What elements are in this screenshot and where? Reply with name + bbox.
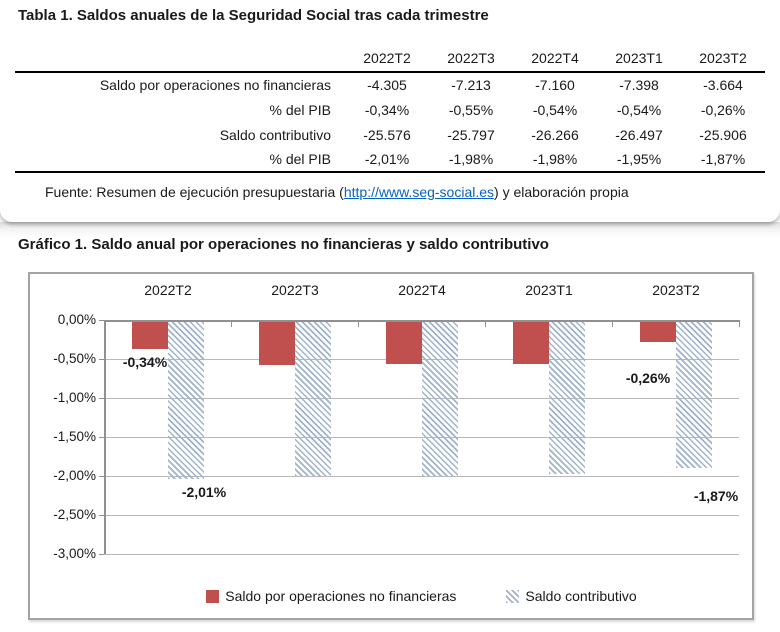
y-axis-label: -2,50% [53, 507, 96, 522]
row-label: % del PIB [15, 147, 345, 173]
row-label: % del PIB [269, 101, 331, 118]
x-axis-tick [231, 322, 232, 327]
x-category-label: 2022T2 [144, 282, 192, 298]
x-axis-tick [485, 322, 486, 327]
bar-no-financieras-2022T3 [258, 322, 295, 365]
cell: -0,54% [616, 101, 662, 118]
y-axis-line [104, 320, 106, 554]
x-category-label: 2022T4 [398, 282, 446, 298]
column-header: 2023T2 [681, 44, 765, 73]
gridline [104, 554, 739, 555]
bar-contributivo-2023T2 [675, 322, 712, 468]
bar-contributivo-2022T3 [294, 322, 331, 477]
cell: -25.797 [447, 126, 495, 143]
table-row: Saldo contributivo -25.576 -25.797 -26.2… [15, 122, 765, 147]
legend-swatch-hatch [506, 589, 520, 603]
y-axis-tick [99, 320, 104, 321]
cell: -26.266 [531, 126, 579, 143]
y-axis-label: -1,00% [53, 390, 96, 405]
cell: -1,98% [513, 147, 597, 173]
y-axis-label: 0,00% [57, 312, 96, 327]
legend-label: Saldo por operaciones no financieras [225, 588, 457, 604]
cell: -0,54% [532, 101, 578, 118]
x-axis-tick [612, 322, 613, 327]
data-label: -0,34% [122, 354, 168, 370]
y-axis-tick [99, 515, 104, 516]
cell: -0,34% [364, 101, 410, 118]
header-empty [15, 44, 345, 73]
plot-area: 2022T2 2022T3 2022T4 2023T1 2023T2 -0,34… [30, 274, 752, 618]
y-axis-tick [99, 476, 104, 477]
x-axis-tick [358, 322, 359, 327]
chart-box: 2022T2 2022T3 2022T4 2023T1 2023T2 -0,34… [28, 272, 754, 620]
legend-label: Saldo contributivo [525, 588, 637, 604]
y-axis-label: -3,00% [53, 546, 96, 561]
bar-no-financieras-2023T1 [512, 322, 549, 365]
cell: -25.576 [363, 126, 411, 143]
source-suffix: ) y elaboración propia [494, 184, 629, 200]
cell: -7.398 [619, 77, 659, 93]
chart-legend: Saldo por operaciones no financieras Sal… [104, 588, 739, 604]
table-row: % del PIB -0,34% -0,55% -0,54% -0,54% -0… [15, 97, 765, 122]
bar-no-financieras-2022T4 [385, 322, 422, 365]
x-category-label: 2022T3 [271, 282, 319, 298]
row-label: Saldo contributivo [219, 126, 331, 143]
bar-no-financieras-2022T2 [131, 322, 168, 349]
column-header: 2023T1 [597, 44, 681, 73]
cell: -1,95% [597, 147, 681, 173]
table-title: Tabla 1. Saldos anuales de la Seguridad … [18, 7, 489, 24]
table-header-row: 2022T2 2022T3 2022T4 2023T1 2023T2 [15, 44, 765, 73]
data-label: -1,87% [693, 488, 739, 504]
cell: -0,55% [448, 101, 494, 118]
cell: -4.305 [367, 77, 407, 93]
data-label: -0,26% [625, 370, 671, 386]
x-category-label: 2023T2 [652, 282, 700, 298]
gridline [104, 515, 739, 516]
source-link[interactable]: http://www.seg-social.es [343, 184, 495, 200]
row-label: Saldo por operaciones no financieras [99, 77, 331, 93]
cell: -3.664 [703, 77, 743, 93]
cell: -0,26% [700, 101, 746, 118]
table-row: Saldo por operaciones no financieras -4.… [15, 72, 765, 97]
cell: -2,01% [345, 147, 429, 173]
source-note: Fuente: Resumen de ejecución presupuesta… [45, 184, 629, 200]
chart-section: Gráfico 1. Saldo anual por operaciones n… [0, 222, 780, 632]
bar-contributivo-2022T4 [421, 322, 458, 477]
cell: -25.906 [699, 126, 747, 143]
column-header: 2022T2 [345, 44, 429, 73]
data-label: -2,01% [181, 484, 227, 500]
table-row: % del PIB -2,01% -1,98% -1,98% -1,95% -1… [15, 147, 765, 173]
cell: -7.160 [535, 77, 575, 93]
legend-item-contributivo: Saldo contributivo [506, 588, 637, 604]
y-axis-label: -1,50% [53, 429, 96, 444]
x-axis-tick [739, 322, 740, 327]
y-axis-label: -0,50% [53, 351, 96, 366]
legend-item-no-financieras: Saldo por operaciones no financieras [206, 588, 456, 604]
bar-no-financieras-2023T2 [639, 322, 676, 343]
cell: -26.497 [615, 126, 663, 143]
x-category-label: 2023T1 [525, 282, 573, 298]
column-header: 2022T3 [429, 44, 513, 73]
bar-contributivo-2022T2 [167, 322, 204, 479]
bar-contributivo-2023T1 [548, 322, 585, 475]
y-axis-tick [99, 437, 104, 438]
legend-swatch-red [206, 589, 220, 603]
balances-table: 2022T2 2022T3 2022T4 2023T1 2023T2 Saldo… [15, 44, 765, 173]
y-axis-tick [99, 359, 104, 360]
gridline [104, 476, 739, 477]
y-axis-label: -2,00% [53, 468, 96, 483]
cell: -1,98% [429, 147, 513, 173]
source-prefix: Fuente: Resumen de ejecución presupuesta… [45, 184, 344, 200]
x-axis-line [104, 320, 740, 322]
chart-title: Gráfico 1. Saldo anual por operaciones n… [18, 236, 549, 253]
column-header: 2022T4 [513, 44, 597, 73]
y-axis-tick [99, 554, 104, 555]
cell: -7.213 [451, 77, 491, 93]
cell: -1,87% [681, 147, 765, 173]
y-axis-tick [99, 398, 104, 399]
table-section: Tabla 1. Saldos anuales de la Seguridad … [0, 0, 780, 222]
